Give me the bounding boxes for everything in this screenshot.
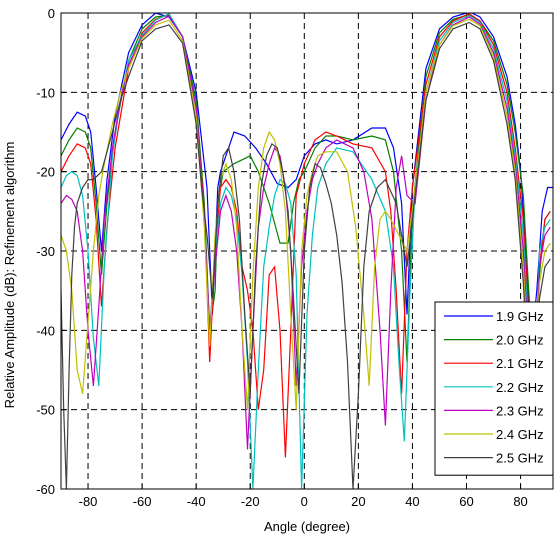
series-line [61,18,551,410]
legend-label: 1.9 GHz [496,309,544,324]
x-tick-label: 0 [301,494,308,509]
legend-label: 2.5 GHz [496,451,544,466]
y-tick-label: -10 [36,85,55,100]
legend-box [434,301,554,476]
series-layer [61,13,553,489]
y-tick-label: -30 [36,244,55,259]
y-axis-label: Relative Amplitude (dB): Refinement algo… [2,142,17,409]
legend-label: 2.1 GHz [496,356,544,371]
y-tick-label: -60 [36,482,55,497]
x-tick-label: -20 [241,494,260,509]
x-tick-label: 20 [351,494,365,509]
x-tick-label: -40 [187,494,206,509]
y-tick-label: -40 [36,323,55,338]
axis-ticks: -80 -60 -40 -20 0 20 40 60 80 0 -10 -20 -30 -40 -50 -60 [36,6,528,509]
y-tick-label: 0 [48,6,55,21]
x-tick-label: -80 [79,494,98,509]
x-axis-label: Angle (degree) [264,519,350,534]
legend-label: 2.4 GHz [496,427,544,442]
series-line [61,13,553,347]
y-tick-label: -20 [36,165,55,180]
y-tick-label: -50 [36,403,55,418]
x-tick-label: -60 [133,494,152,509]
legend-label: 2.2 GHz [496,380,544,395]
x-tick-label: 80 [513,494,527,509]
x-tick-label: 60 [459,494,473,509]
legend-label: 2.0 GHz [496,333,544,348]
x-tick-label: 40 [405,494,419,509]
series-line [61,21,551,489]
legend-label: 2.3 GHz [496,403,544,418]
legend: 1.9 GHz 2.0 GHz 2.1 GHz 2.2 GHz 2.3 GHz 2.4 G… [434,301,554,476]
